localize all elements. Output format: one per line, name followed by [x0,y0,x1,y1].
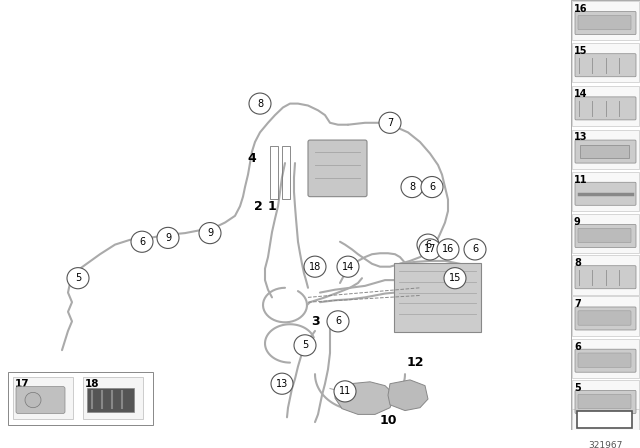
Text: 5: 5 [574,383,580,393]
Circle shape [437,239,459,260]
Text: 8: 8 [574,258,581,268]
FancyBboxPatch shape [16,387,65,414]
Circle shape [464,239,486,260]
Text: 9: 9 [574,217,580,227]
Bar [8,372,153,425]
Circle shape [334,381,356,402]
Bar [572,172,639,211]
FancyBboxPatch shape [578,15,631,30]
Text: 15: 15 [574,46,588,56]
Bar [572,129,639,169]
Text: 9: 9 [207,228,213,238]
Bar [83,377,143,419]
Circle shape [327,311,349,332]
Text: 11: 11 [339,386,351,396]
Circle shape [304,256,326,277]
Circle shape [131,231,153,252]
Text: 6: 6 [425,240,431,250]
Text: 6: 6 [429,182,435,192]
Text: 14: 14 [342,262,354,271]
Circle shape [379,112,401,134]
FancyBboxPatch shape [575,224,636,247]
Circle shape [401,177,423,198]
Text: 4: 4 [248,152,257,165]
Bar [270,146,278,198]
Text: 6: 6 [574,341,580,352]
FancyBboxPatch shape [575,349,636,372]
Bar [572,86,639,126]
Text: 13: 13 [276,379,288,389]
Circle shape [419,239,441,260]
Circle shape [444,267,466,289]
Bar [572,1,639,40]
Text: 17: 17 [15,379,29,389]
Text: 2: 2 [253,200,262,213]
FancyBboxPatch shape [578,394,631,409]
Bar [572,409,639,448]
Bar [572,297,639,336]
Text: 13: 13 [574,132,588,142]
FancyBboxPatch shape [580,145,629,158]
Text: 3: 3 [310,315,319,328]
Circle shape [249,93,271,114]
Text: 6: 6 [335,316,341,326]
FancyBboxPatch shape [575,97,636,120]
Text: 5: 5 [75,273,81,283]
Text: 16: 16 [442,245,454,254]
Circle shape [199,223,221,244]
Circle shape [157,227,179,249]
Bar [572,43,639,82]
Bar [572,214,639,253]
Bar [572,255,639,294]
Text: 10: 10 [380,414,397,426]
FancyBboxPatch shape [575,307,636,330]
Circle shape [25,392,41,408]
FancyBboxPatch shape [578,353,631,367]
Text: 7: 7 [574,299,580,309]
Text: 14: 14 [574,89,588,99]
Circle shape [67,267,89,289]
FancyBboxPatch shape [575,182,636,205]
Text: 5: 5 [302,340,308,350]
Circle shape [294,335,316,356]
Text: 16: 16 [574,4,588,14]
FancyBboxPatch shape [575,266,636,289]
Bar [572,380,639,419]
Text: 12: 12 [406,356,424,369]
Polygon shape [388,380,428,410]
Text: 7: 7 [387,118,393,128]
FancyBboxPatch shape [575,54,636,77]
Text: 1: 1 [268,200,276,213]
FancyBboxPatch shape [578,228,631,243]
Bar [572,339,639,378]
Text: 6: 6 [139,237,145,247]
FancyBboxPatch shape [575,12,636,34]
Text: 18: 18 [85,379,99,389]
FancyBboxPatch shape [575,140,636,163]
Text: 8: 8 [257,99,263,108]
FancyBboxPatch shape [308,140,367,197]
Text: 11: 11 [574,175,588,185]
FancyBboxPatch shape [87,388,134,413]
Text: 9: 9 [165,233,171,243]
FancyBboxPatch shape [394,263,481,332]
Polygon shape [335,382,395,414]
FancyBboxPatch shape [575,390,636,414]
FancyBboxPatch shape [578,311,631,325]
Text: 17: 17 [424,245,436,254]
Text: 18: 18 [309,262,321,271]
Circle shape [417,234,439,255]
Circle shape [421,177,443,198]
Bar [577,410,632,428]
Text: 8: 8 [409,182,415,192]
Circle shape [337,256,359,277]
Circle shape [271,373,293,394]
Text: 321967: 321967 [588,441,622,448]
Text: 15: 15 [449,273,461,283]
Bar [282,146,290,198]
Bar [13,377,73,419]
Bar [571,0,640,430]
Text: 6: 6 [472,245,478,254]
